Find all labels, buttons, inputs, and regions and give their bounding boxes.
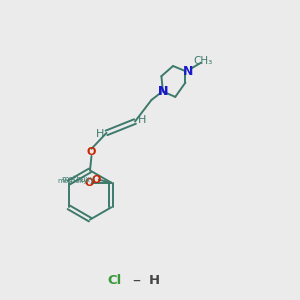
Text: Cl: Cl xyxy=(107,274,121,287)
Text: H: H xyxy=(137,115,146,125)
Text: –: – xyxy=(133,273,140,288)
Text: O: O xyxy=(84,178,94,188)
Text: H: H xyxy=(149,274,160,287)
Text: O: O xyxy=(87,147,96,158)
Text: N: N xyxy=(183,64,193,78)
Text: H: H xyxy=(96,129,104,140)
Text: CH₃: CH₃ xyxy=(194,56,213,66)
Text: methoxy: methoxy xyxy=(57,178,88,184)
Text: N: N xyxy=(158,85,168,98)
Text: N: N xyxy=(158,85,168,98)
Text: O: O xyxy=(91,175,100,185)
Text: methoxy: methoxy xyxy=(61,175,95,184)
